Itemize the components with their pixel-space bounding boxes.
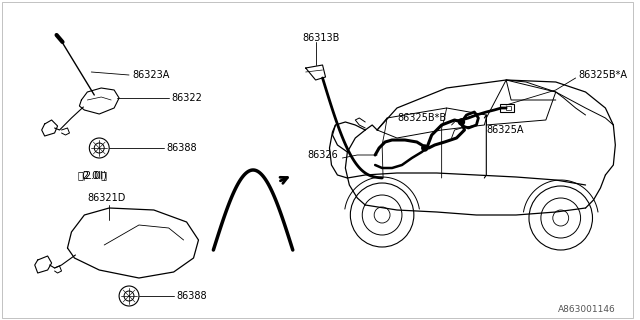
Text: 86323A: 86323A [132,70,170,80]
Text: 86325A: 86325A [486,125,524,135]
Text: 86325B*A: 86325B*A [579,70,628,80]
Text: 86322: 86322 [172,93,203,103]
Text: 86325B*B: 86325B*B [397,113,446,123]
Circle shape [422,145,428,151]
Text: 2.0I、: 2.0I、 [77,170,108,180]
Text: A863001146: A863001146 [557,306,615,315]
Text: 86313B: 86313B [303,33,340,43]
Text: (2.0I): (2.0I) [81,170,108,180]
Text: 86321D: 86321D [87,193,125,203]
Bar [500,104,514,112]
Bar [506,106,511,110]
Text: 86326: 86326 [308,150,339,160]
Text: 86388: 86388 [177,291,207,301]
Circle shape [458,119,465,125]
Text: 86388: 86388 [167,143,197,153]
